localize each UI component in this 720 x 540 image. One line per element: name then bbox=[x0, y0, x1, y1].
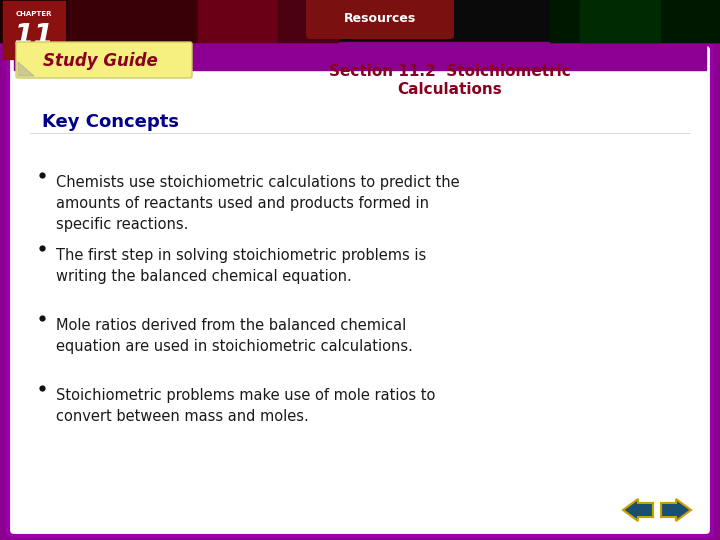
Text: Chemists use stoichiometric calculations to predict the
amounts of reactants use: Chemists use stoichiometric calculations… bbox=[56, 175, 459, 232]
Text: Study Guide: Study Guide bbox=[42, 52, 158, 70]
Bar bbox=[68, 0, 198, 42]
Polygon shape bbox=[661, 499, 691, 521]
FancyBboxPatch shape bbox=[16, 42, 192, 78]
Text: Stoichiometric problems make use of mole ratios to
convert between mass and mole: Stoichiometric problems make use of mole… bbox=[56, 388, 436, 424]
Text: Mole ratios derived from the balanced chemical
equation are used in stoichiometr: Mole ratios derived from the balanced ch… bbox=[56, 318, 413, 354]
Bar bbox=[580, 0, 660, 42]
Bar bbox=[3, 1, 65, 59]
Text: Key Concepts: Key Concepts bbox=[42, 113, 179, 131]
Bar bbox=[198, 0, 278, 42]
Text: 11: 11 bbox=[14, 22, 54, 50]
Text: Section 11.2  Stoichiometric: Section 11.2 Stoichiometric bbox=[329, 64, 571, 79]
Polygon shape bbox=[623, 499, 653, 521]
Polygon shape bbox=[18, 62, 34, 76]
Bar bbox=[278, 0, 338, 42]
Bar bbox=[0, 0, 720, 42]
Bar bbox=[14, 42, 706, 70]
FancyBboxPatch shape bbox=[306, 0, 454, 39]
Text: Calculations: Calculations bbox=[397, 83, 503, 98]
Bar bbox=[550, 0, 720, 42]
Text: The first step in solving stoichiometric problems is
writing the balanced chemic: The first step in solving stoichiometric… bbox=[56, 248, 426, 284]
Text: Resources: Resources bbox=[344, 11, 416, 24]
Bar bbox=[0, 0, 68, 42]
Text: CHAPTER: CHAPTER bbox=[16, 11, 53, 17]
FancyBboxPatch shape bbox=[8, 44, 712, 536]
